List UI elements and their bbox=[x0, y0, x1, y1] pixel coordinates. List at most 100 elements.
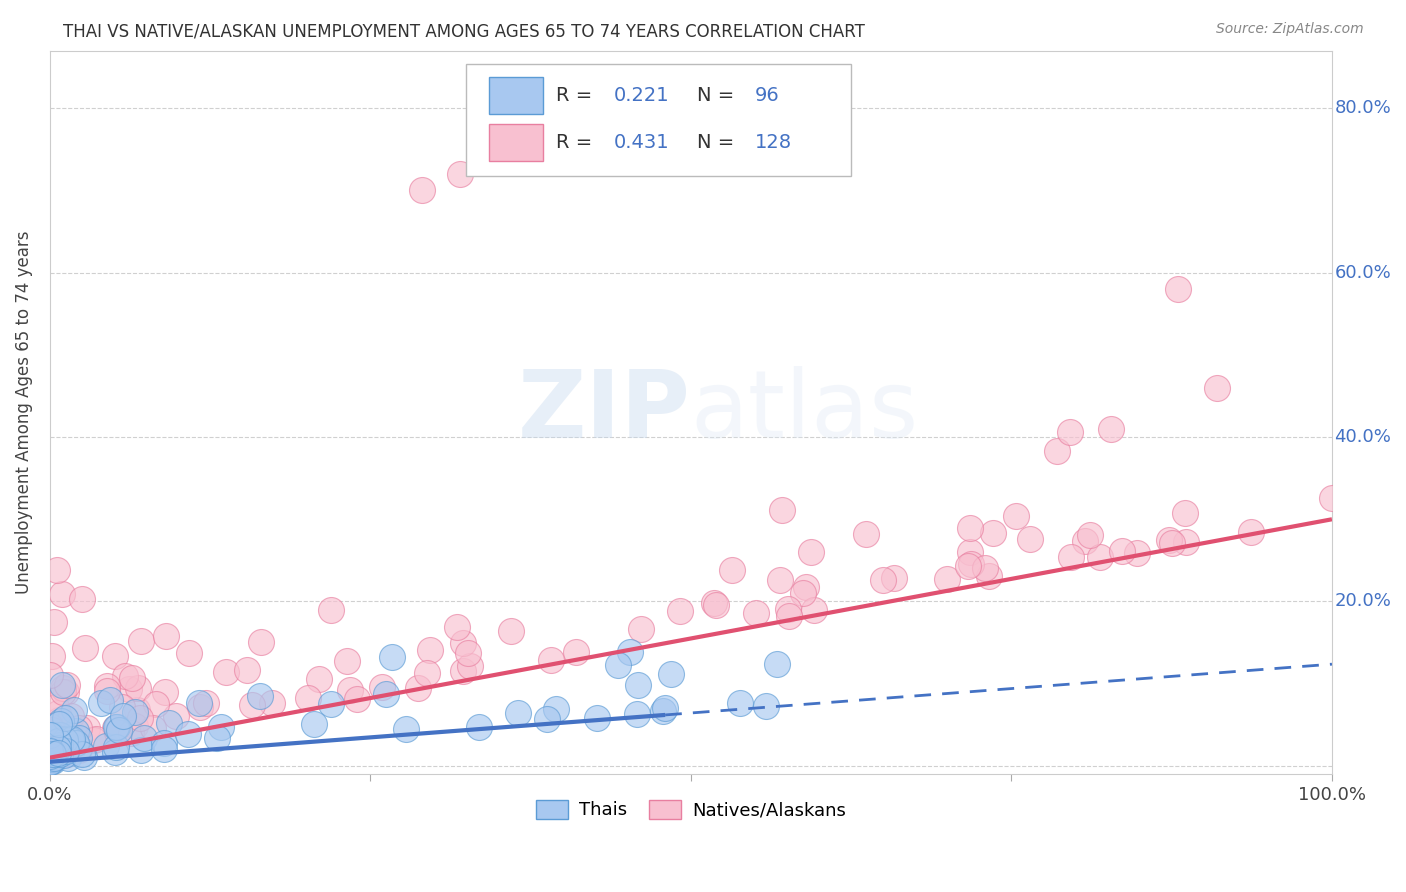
Point bbox=[45, 700, 67, 714]
Point bbox=[419, 643, 441, 657]
Point bbox=[41, 751, 63, 765]
Point bbox=[39, 736, 62, 750]
Point bbox=[38, 749, 60, 764]
Point bbox=[38, 755, 60, 769]
FancyBboxPatch shape bbox=[489, 124, 543, 161]
Point bbox=[39, 739, 62, 754]
Point bbox=[114, 669, 136, 683]
Point bbox=[49, 738, 72, 752]
Point bbox=[540, 653, 562, 667]
Point bbox=[451, 635, 474, 649]
Point bbox=[48, 743, 70, 757]
Point bbox=[159, 715, 181, 730]
Point bbox=[406, 681, 429, 695]
Point bbox=[1111, 543, 1133, 558]
Point bbox=[468, 720, 491, 734]
Point bbox=[105, 739, 128, 754]
Point bbox=[51, 587, 73, 601]
Point bbox=[855, 527, 877, 541]
Text: N =: N = bbox=[697, 133, 741, 152]
Point bbox=[48, 717, 70, 731]
Point bbox=[779, 609, 801, 624]
Point bbox=[1126, 546, 1149, 560]
Point bbox=[346, 692, 368, 706]
Point bbox=[53, 748, 76, 763]
Point bbox=[395, 723, 418, 737]
Point bbox=[52, 736, 75, 750]
Point bbox=[44, 749, 66, 764]
Text: R =: R = bbox=[557, 133, 599, 152]
Point bbox=[48, 747, 70, 761]
Point bbox=[209, 720, 232, 734]
Point bbox=[41, 752, 63, 766]
Point bbox=[46, 741, 69, 756]
Point bbox=[451, 665, 474, 679]
Point bbox=[58, 746, 80, 760]
Point bbox=[53, 731, 76, 746]
Point bbox=[585, 711, 607, 725]
Point bbox=[60, 732, 83, 747]
Point bbox=[153, 736, 176, 750]
Point bbox=[297, 691, 319, 706]
Point bbox=[319, 698, 342, 712]
Text: 0.431: 0.431 bbox=[614, 133, 669, 152]
Point bbox=[1159, 533, 1181, 547]
Point bbox=[67, 741, 90, 756]
Point bbox=[626, 706, 648, 721]
Y-axis label: Unemployment Among Ages 65 to 74 years: Unemployment Among Ages 65 to 74 years bbox=[15, 231, 32, 594]
Point bbox=[90, 696, 112, 710]
Point bbox=[49, 746, 72, 760]
Point bbox=[48, 714, 70, 728]
Point bbox=[215, 665, 238, 680]
Point bbox=[381, 649, 404, 664]
Text: 20.0%: 20.0% bbox=[1334, 592, 1392, 610]
Point bbox=[981, 525, 1004, 540]
Point bbox=[52, 681, 75, 695]
Point bbox=[111, 708, 134, 723]
Point bbox=[803, 603, 825, 617]
Text: ZIP: ZIP bbox=[517, 367, 690, 458]
Point bbox=[46, 731, 69, 745]
Point bbox=[56, 731, 79, 745]
Point bbox=[39, 743, 62, 757]
Point bbox=[41, 745, 63, 759]
Point bbox=[959, 521, 981, 535]
Point bbox=[39, 754, 62, 768]
Point bbox=[44, 745, 66, 759]
Text: 80.0%: 80.0% bbox=[1334, 99, 1392, 117]
Point bbox=[55, 684, 77, 698]
Point bbox=[651, 704, 673, 718]
Point bbox=[39, 667, 62, 681]
Point bbox=[41, 723, 63, 738]
Point bbox=[627, 678, 650, 692]
Point bbox=[39, 748, 62, 763]
Point bbox=[177, 646, 200, 660]
Point bbox=[51, 714, 73, 728]
Point bbox=[73, 750, 96, 764]
Point bbox=[39, 746, 62, 760]
Point bbox=[38, 754, 60, 768]
Point bbox=[53, 710, 76, 724]
Point bbox=[1060, 549, 1083, 564]
Point bbox=[98, 692, 121, 706]
Point bbox=[56, 678, 79, 692]
Point bbox=[49, 728, 72, 742]
Point bbox=[302, 717, 325, 731]
Point bbox=[974, 560, 997, 574]
Point bbox=[195, 696, 218, 710]
Point bbox=[1019, 532, 1042, 546]
Point bbox=[83, 732, 105, 747]
Point bbox=[39, 742, 62, 756]
Point bbox=[45, 748, 67, 763]
Point bbox=[936, 572, 959, 586]
Point bbox=[129, 634, 152, 648]
Point bbox=[104, 721, 127, 735]
Point bbox=[127, 681, 149, 695]
Point bbox=[800, 545, 823, 559]
Point bbox=[39, 747, 62, 762]
Text: Source: ZipAtlas.com: Source: ZipAtlas.com bbox=[1216, 22, 1364, 37]
Point bbox=[42, 751, 65, 765]
Point bbox=[41, 649, 63, 664]
Point bbox=[755, 699, 778, 714]
Point bbox=[619, 645, 641, 659]
